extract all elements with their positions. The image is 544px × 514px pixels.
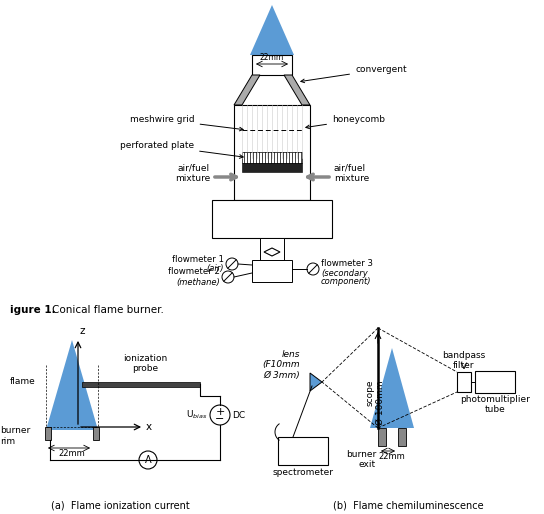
Text: flowmeter 3: flowmeter 3 xyxy=(321,260,373,268)
Text: component): component) xyxy=(321,277,372,285)
Bar xyxy=(378,428,386,446)
Text: (secondary: (secondary xyxy=(321,269,368,279)
Bar xyxy=(252,260,292,282)
Circle shape xyxy=(226,258,238,270)
Bar xyxy=(234,105,310,200)
Bar xyxy=(93,427,99,440)
Bar xyxy=(242,152,302,163)
Text: burner
rim: burner rim xyxy=(0,426,30,446)
Polygon shape xyxy=(234,75,260,105)
Text: −: − xyxy=(215,414,225,424)
Text: U$_{bias}$: U$_{bias}$ xyxy=(186,409,207,421)
Bar xyxy=(260,238,284,260)
Circle shape xyxy=(210,405,230,425)
Text: flowmeter 1: flowmeter 1 xyxy=(172,254,224,264)
Polygon shape xyxy=(310,373,322,391)
Text: lens
(F10mm
Ø 3mm): lens (F10mm Ø 3mm) xyxy=(262,350,300,380)
Text: air/fuel
mixture: air/fuel mixture xyxy=(334,163,369,182)
Text: meshwire grid: meshwire grid xyxy=(130,115,243,131)
Text: (b)  Flame chemiluminescence: (b) Flame chemiluminescence xyxy=(333,500,483,510)
Bar xyxy=(212,200,332,238)
Text: 22mm: 22mm xyxy=(379,452,405,461)
Text: photomultiplier
tube: photomultiplier tube xyxy=(460,395,530,414)
Text: igure 1.: igure 1. xyxy=(10,305,55,315)
Text: 22mm: 22mm xyxy=(260,53,284,62)
Bar xyxy=(82,382,200,387)
Polygon shape xyxy=(284,75,310,105)
Polygon shape xyxy=(264,248,280,256)
Text: burner
exit: burner exit xyxy=(346,450,376,469)
Bar xyxy=(45,427,51,440)
Text: Conical flame burner.: Conical flame burner. xyxy=(52,305,164,315)
Text: honeycomb: honeycomb xyxy=(306,115,385,128)
Circle shape xyxy=(222,271,234,283)
Polygon shape xyxy=(46,340,98,430)
Text: ionization
probe: ionization probe xyxy=(123,354,167,373)
Text: x: x xyxy=(146,422,152,432)
Text: air/fuel
mixture: air/fuel mixture xyxy=(175,163,210,182)
Circle shape xyxy=(307,263,319,275)
Text: spectrometer: spectrometer xyxy=(273,468,333,477)
Text: +: + xyxy=(215,407,225,417)
Polygon shape xyxy=(370,348,414,428)
Bar xyxy=(252,55,292,75)
Text: perforated plate: perforated plate xyxy=(120,141,243,158)
Circle shape xyxy=(139,451,157,469)
Text: convergent: convergent xyxy=(301,65,406,83)
Polygon shape xyxy=(250,5,294,55)
Bar xyxy=(242,163,302,172)
Bar xyxy=(457,372,471,392)
Text: DC: DC xyxy=(232,411,245,419)
Text: scope
Ø 100mm: scope Ø 100mm xyxy=(366,380,385,425)
Bar xyxy=(278,437,328,465)
Text: A: A xyxy=(145,455,151,465)
Text: z: z xyxy=(79,326,84,336)
Bar xyxy=(398,428,406,446)
Text: (a)  Flame ionization current: (a) Flame ionization current xyxy=(51,500,189,510)
Text: flame: flame xyxy=(10,377,36,387)
Text: (methane): (methane) xyxy=(176,278,220,286)
Text: 22mm: 22mm xyxy=(59,449,85,458)
Text: (air): (air) xyxy=(207,265,224,273)
Text: flowmeter 2: flowmeter 2 xyxy=(168,267,220,277)
Bar xyxy=(475,371,515,393)
Text: bandpass
filter: bandpass filter xyxy=(442,351,486,370)
